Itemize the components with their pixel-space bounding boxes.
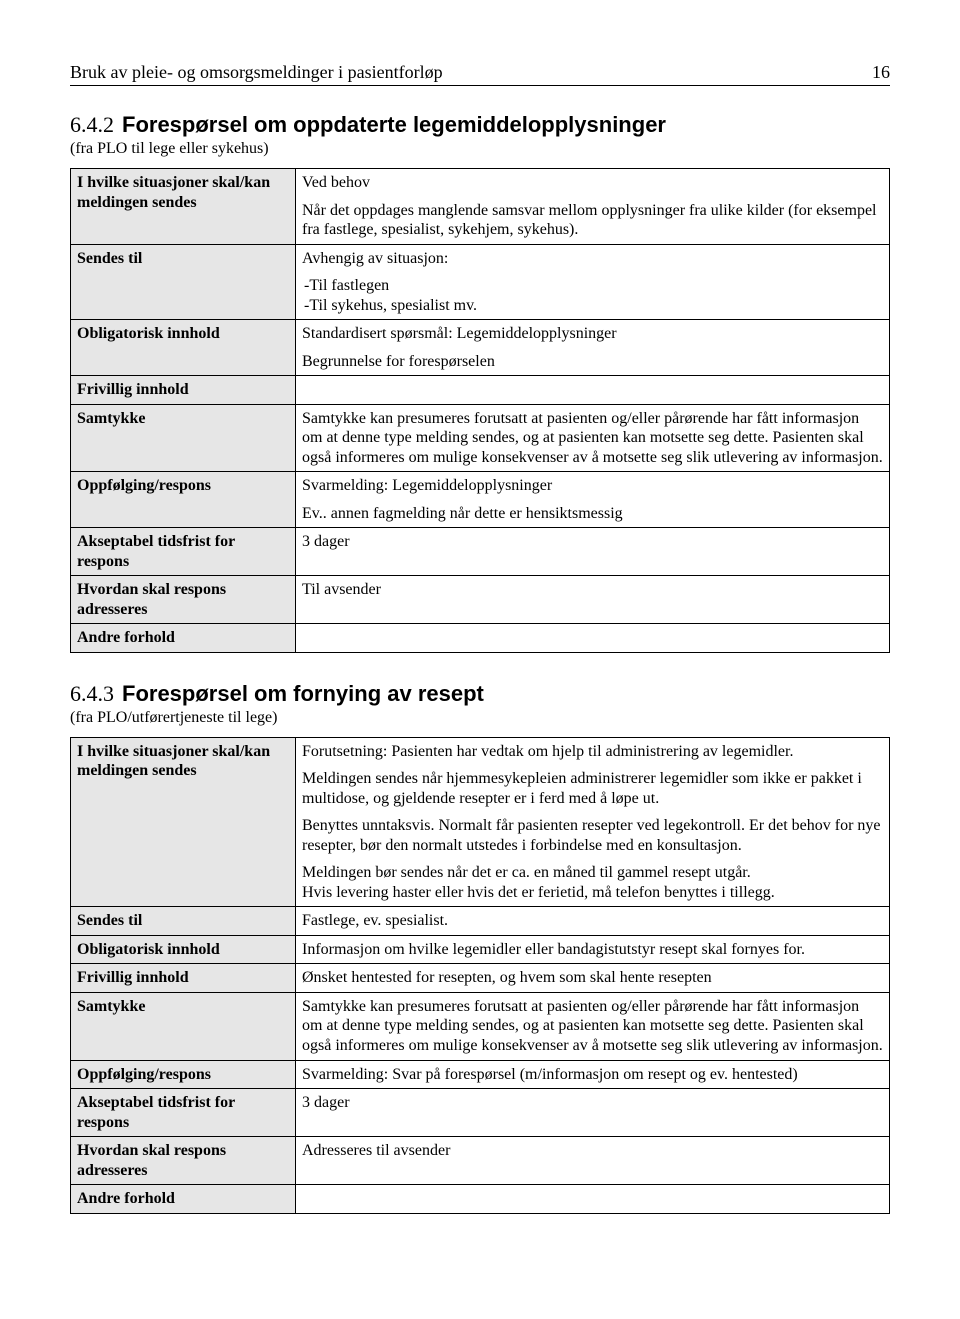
section-heading: 6.4.2 Forespørsel om oppdaterte legemidde…	[70, 112, 890, 138]
text: Forutsetning: Pasienten har vedtak om hj…	[302, 742, 883, 762]
table-row: Samtykke Samtykke kan presumeres forutsa…	[71, 992, 890, 1060]
section-title-text: Forespørsel om oppdaterte legemiddeloppl…	[122, 112, 666, 137]
row-content	[296, 376, 890, 405]
row-label: Frivillig innhold	[71, 376, 296, 405]
row-label: I hvilke situasjoner skal/kan meldingen …	[71, 737, 296, 907]
row-content	[296, 1185, 890, 1214]
row-content: 3 dager	[296, 528, 890, 576]
section-subhead: (fra PLO til lege eller sykehus)	[70, 140, 890, 158]
text: Svarmelding: Legemiddelopplysninger	[302, 476, 883, 496]
row-content: Samtykke kan presumeres forutsatt at pas…	[296, 992, 890, 1060]
row-content: Svarmelding: Legemiddelopplysninger Ev..…	[296, 472, 890, 528]
row-label: Hvordan skal respons adresseres	[71, 1137, 296, 1185]
row-content	[296, 624, 890, 653]
row-content: Standardisert spørsmål: Legemiddelopplys…	[296, 320, 890, 376]
definition-table: I hvilke situasjoner skal/kan meldingen …	[70, 168, 890, 653]
table-row: Andre forhold	[71, 624, 890, 653]
row-label: Hvordan skal respons adresseres	[71, 576, 296, 624]
row-label: Sendes til	[71, 907, 296, 936]
table-row: I hvilke situasjoner skal/kan meldingen …	[71, 169, 890, 245]
table-row: I hvilke situasjoner skal/kan meldingen …	[71, 737, 890, 907]
row-label: Oppfølging/respons	[71, 472, 296, 528]
header-title: Bruk av pleie- og omsorgsmeldinger i pas…	[70, 62, 443, 83]
table-row: Akseptabel tidsfrist for respons 3 dager	[71, 528, 890, 576]
table-row: Oppfølging/respons Svarmelding: Legemidd…	[71, 472, 890, 528]
row-label: Obligatorisk innhold	[71, 935, 296, 964]
row-label: Obligatorisk innhold	[71, 320, 296, 376]
table-row: Akseptabel tidsfrist for respons 3 dager	[71, 1089, 890, 1137]
row-content: Adresseres til avsender	[296, 1137, 890, 1185]
page-header: Bruk av pleie- og omsorgsmeldinger i pas…	[70, 62, 890, 86]
row-label: Andre forhold	[71, 624, 296, 653]
row-label: Akseptabel tidsfrist for respons	[71, 528, 296, 576]
section-subhead: (fra PLO/utførertjeneste til lege)	[70, 709, 890, 727]
row-label: Oppfølging/respons	[71, 1060, 296, 1089]
text: 3 dager	[302, 1093, 883, 1113]
text: Benyttes unntaksvis. Normalt får pasient…	[302, 816, 883, 855]
header-page-number: 16	[872, 62, 890, 83]
row-label: Samtykke	[71, 404, 296, 472]
text: Ev.. annen fagmelding når dette er hensi…	[302, 504, 883, 524]
table-row: Obligatorisk innhold Informasjon om hvil…	[71, 935, 890, 964]
table-row: Frivillig innhold	[71, 376, 890, 405]
section-number: 6.4.2	[70, 112, 114, 137]
text: Ønsket hentested for resepten, og hvem s…	[302, 968, 883, 988]
table-row: Samtykke Samtykke kan presumeres forutsa…	[71, 404, 890, 472]
table-row: Hvordan skal respons adresseres Adresser…	[71, 1137, 890, 1185]
row-content: Forutsetning: Pasienten har vedtak om hj…	[296, 737, 890, 907]
text: Når det oppdages manglende samsvar mello…	[302, 201, 883, 240]
section-title-text: Forespørsel om fornying av resept	[122, 681, 484, 706]
table-row: Hvordan skal respons adresseres Til avse…	[71, 576, 890, 624]
row-label: Akseptabel tidsfrist for respons	[71, 1089, 296, 1137]
text: Samtykke kan presumeres forutsatt at pas…	[302, 409, 883, 468]
row-content: Ønsket hentested for resepten, og hvem s…	[296, 964, 890, 993]
text: Begrunnelse for forespørselen	[302, 352, 883, 372]
text: -Til fastlegen	[304, 276, 883, 296]
text: Meldingen bør sendes når det er ca. en m…	[302, 863, 883, 902]
row-content: Fastlege, ev. spesialist.	[296, 907, 890, 936]
row-content: Ved behov Når det oppdages manglende sam…	[296, 169, 890, 245]
text: 3 dager	[302, 532, 883, 552]
text: Hvis levering haster eller hvis det er f…	[302, 884, 775, 901]
table-row: Andre forhold	[71, 1185, 890, 1214]
row-label: Sendes til	[71, 244, 296, 320]
row-content: Avhengig av situasjon: -Til fastlegen -T…	[296, 244, 890, 320]
row-content: 3 dager	[296, 1089, 890, 1137]
table-row: Frivillig innhold Ønsket hentested for r…	[71, 964, 890, 993]
row-label: I hvilke situasjoner skal/kan meldingen …	[71, 169, 296, 245]
row-label: Frivillig innhold	[71, 964, 296, 993]
section-number: 6.4.3	[70, 681, 114, 706]
text: Avhengig av situasjon:	[302, 249, 883, 269]
text-list: -Til fastlegen -Til sykehus, spesialist …	[304, 276, 883, 315]
row-content: Svarmelding: Svar på forespørsel (m/info…	[296, 1060, 890, 1089]
table-row: Oppfølging/respons Svarmelding: Svar på …	[71, 1060, 890, 1089]
table-row: Obligatorisk innhold Standardisert spørs…	[71, 320, 890, 376]
text: Informasjon om hvilke legemidler eller b…	[302, 940, 883, 960]
text: Standardisert spørsmål: Legemiddelopplys…	[302, 324, 883, 344]
row-content: Til avsender	[296, 576, 890, 624]
text: Fastlege, ev. spesialist.	[302, 911, 883, 931]
table-row: Sendes til Fastlege, ev. spesialist.	[71, 907, 890, 936]
text: Adresseres til avsender	[302, 1141, 883, 1161]
text: Samtykke kan presumeres forutsatt at pas…	[302, 997, 883, 1056]
text: Meldingen bør sendes når det er ca. en m…	[302, 864, 751, 881]
row-content: Samtykke kan presumeres forutsatt at pas…	[296, 404, 890, 472]
row-label: Samtykke	[71, 992, 296, 1060]
definition-table: I hvilke situasjoner skal/kan meldingen …	[70, 737, 890, 1214]
text: Svarmelding: Svar på forespørsel (m/info…	[302, 1065, 883, 1085]
section-heading: 6.4.3 Forespørsel om fornying av resept	[70, 681, 890, 707]
text: Til avsender	[302, 580, 883, 600]
text: Ved behov	[302, 173, 883, 193]
text: -Til sykehus, spesialist mv.	[304, 296, 883, 316]
row-label: Andre forhold	[71, 1185, 296, 1214]
table-row: Sendes til Avhengig av situasjon: -Til f…	[71, 244, 890, 320]
text: Meldingen sendes når hjemmesykepleien ad…	[302, 769, 883, 808]
page: Bruk av pleie- og omsorgsmeldinger i pas…	[0, 0, 960, 1302]
row-content: Informasjon om hvilke legemidler eller b…	[296, 935, 890, 964]
